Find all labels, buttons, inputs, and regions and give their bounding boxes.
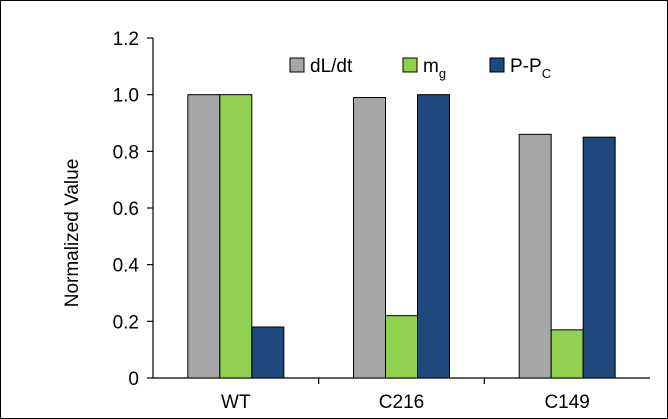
y-tick-label: 0.6	[113, 199, 139, 220]
bar-c216-series-0	[353, 97, 386, 379]
y-axis-label: Normalized Value	[62, 159, 83, 308]
bar-c216-series-1	[385, 315, 418, 379]
bar-c149-series-0	[518, 133, 552, 379]
legend-label: P-PC	[510, 56, 551, 81]
legend-swatch	[402, 57, 418, 73]
y-tick-label: 0.4	[113, 256, 140, 277]
bar-c216-series-2	[417, 94, 450, 379]
x-tick-label: C216	[379, 392, 424, 413]
bar-wt-series-2	[251, 326, 285, 379]
y-tick-label: 0.2	[113, 312, 139, 333]
x-tick-label: C149	[544, 392, 589, 413]
bar-wt-series-0	[187, 94, 221, 379]
y-tick-label: 0	[128, 369, 139, 390]
bar-c149-series-1	[550, 329, 584, 379]
y-tick-label: 1.0	[113, 86, 139, 107]
legend-swatch	[289, 57, 305, 73]
x-tick-label: WT	[221, 392, 251, 413]
bar-wt-series-1	[219, 94, 253, 379]
legend-label: mg	[423, 56, 446, 81]
y-tick-label: 1.2	[113, 29, 139, 50]
bars	[187, 94, 616, 379]
legend: dL/dt mg P-PC	[289, 56, 551, 81]
legend-swatch	[489, 57, 505, 73]
legend-label: dL/dt	[310, 56, 353, 77]
bar-c149-series-2	[582, 136, 616, 379]
y-tick-label: 0.8	[113, 142, 139, 163]
